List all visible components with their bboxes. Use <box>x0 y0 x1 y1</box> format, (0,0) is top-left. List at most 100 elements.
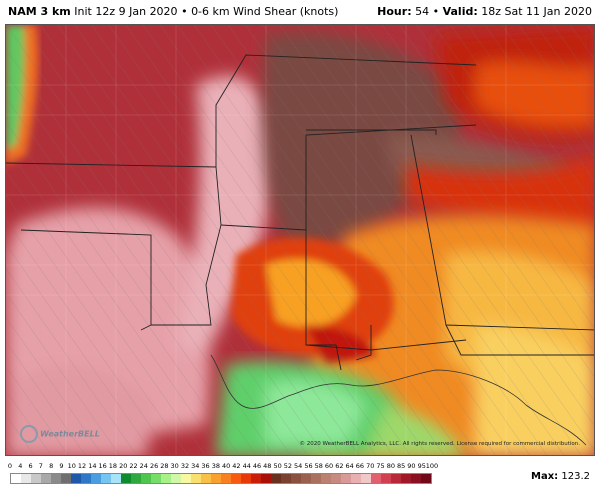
header-right: Hour: 54 • Valid: 18z Sat 11 Jan 2020 <box>377 5 592 18</box>
legend-tick-label: 52 <box>283 462 293 470</box>
legend-swatch <box>151 474 161 483</box>
legend-swatch <box>101 474 111 483</box>
barb-hatching <box>6 25 594 455</box>
legend-swatch <box>411 474 421 483</box>
legend-tick-label: 95 <box>417 462 426 470</box>
legend-swatch <box>361 474 371 483</box>
legend-swatch <box>351 474 361 483</box>
legend-tick-label: 4 <box>18 462 23 470</box>
legend-swatch <box>291 474 301 483</box>
legend-tick-label: 38 <box>211 462 220 470</box>
legend-swatch <box>51 474 61 483</box>
legend-swatch <box>301 474 311 483</box>
legend-tick-label: 24 <box>139 462 148 470</box>
legend-tick-label: 54 <box>294 462 303 470</box>
legend-tick-label: 10 <box>67 462 76 470</box>
legend-tick-label: 18 <box>108 462 118 470</box>
legend-swatch <box>71 474 81 483</box>
legend-tick-label: 8 <box>49 462 54 470</box>
legend-tick-label: 62 <box>335 462 344 470</box>
legend-swatch <box>251 474 261 483</box>
legend-tick-label: 50 <box>273 462 282 470</box>
color-scale-legend: 0 4 6 7 8 9 10 12 14 16 18 20 22 24 26 28 30 32 34 36 38 40 42… <box>7 462 438 486</box>
separator: • <box>432 5 440 18</box>
legend-tick-label: 58 <box>314 462 323 470</box>
legend-bar <box>10 473 432 484</box>
legend-tick-label: 0 <box>7 462 13 470</box>
legend-swatch <box>241 474 251 483</box>
legend-swatch <box>141 474 151 483</box>
state-borders <box>6 54 594 371</box>
legend-tick-label: 60 <box>324 462 334 470</box>
legend-swatch <box>271 474 281 483</box>
map-canvas <box>6 25 594 455</box>
coastline <box>210 354 587 446</box>
header-bar: NAM 3 km Init 12z 9 Jan 2020 • 0-6 km Wi… <box>0 0 600 24</box>
legend-tick-label: 90 <box>407 462 416 470</box>
legend-tick-label: 32 <box>180 462 190 470</box>
legend-tick-label: 34 <box>191 462 200 470</box>
legend-swatch <box>341 474 351 483</box>
model-name: NAM 3 km <box>8 5 71 18</box>
legend-swatch <box>221 474 231 483</box>
header-left: NAM 3 km Init 12z 9 Jan 2020 • 0-6 km Wi… <box>8 5 338 18</box>
legend-tick-label: 85 <box>396 462 406 470</box>
weatherbell-logo: WeatherBELL <box>20 425 100 443</box>
county-lines <box>6 25 594 455</box>
legend-swatch <box>371 474 381 483</box>
legend-tick-label: 30 <box>170 462 179 470</box>
hour-label: Hour: <box>377 5 412 18</box>
legend-tick-label: 70 <box>366 462 375 470</box>
legend-swatch <box>261 474 271 483</box>
valid-value: 18z Sat 11 Jan 2020 <box>481 5 592 18</box>
legend-swatch <box>321 474 331 483</box>
legend-swatch <box>421 474 431 483</box>
legend-tick-label: 20 <box>119 462 128 470</box>
legend-tick-label: 100 <box>425 462 439 470</box>
legend-tick-label: 22 <box>129 462 138 470</box>
legend-swatch <box>311 474 321 483</box>
legend-swatch <box>401 474 411 483</box>
legend-labels: 0 4 6 7 8 9 10 12 14 16 18 20 22 24 26 28 30 32 34 36 38 40 42… <box>7 462 438 472</box>
legend-tick-label: 64 <box>345 462 354 470</box>
legend-swatch <box>211 474 221 483</box>
max-label: Max: <box>531 471 559 482</box>
copyright-text: © 2020 WeatherBELL Analytics, LLC. All r… <box>299 441 580 447</box>
legend-swatch <box>281 474 291 483</box>
legend-tick-label: 6 <box>28 462 33 470</box>
legend-swatch <box>21 474 31 483</box>
legend-swatch <box>201 474 211 483</box>
legend-tick-label: 36 <box>201 462 210 470</box>
legend-swatch <box>191 474 201 483</box>
legend-swatch <box>181 474 191 483</box>
legend-swatch <box>171 474 181 483</box>
legend-tick-label: 40 <box>222 462 231 470</box>
wind-shear-map[interactable]: WeatherBELL © 2020 WeatherBELL Analytics… <box>5 24 595 456</box>
legend-tick-label: 12 <box>77 462 87 470</box>
valid-label: Valid: <box>442 5 478 18</box>
max-value-box: Max: 123.2 <box>531 471 590 482</box>
legend-swatch <box>161 474 171 483</box>
legend-swatch <box>111 474 121 483</box>
legend-swatch <box>231 474 241 483</box>
legend-swatch <box>131 474 141 483</box>
legend-swatch <box>121 474 131 483</box>
logo-text: WeatherBELL <box>40 429 100 439</box>
legend-tick-label: 56 <box>304 462 313 470</box>
legend-swatch <box>331 474 341 483</box>
legend-tick-label: 7 <box>38 462 43 470</box>
legend-swatch <box>41 474 51 483</box>
legend-tick-label: 46 <box>252 462 262 470</box>
logo-icon <box>20 425 38 443</box>
legend-tick-label: 75 <box>376 462 385 470</box>
legend-tick-label: 14 <box>88 462 97 470</box>
legend-tick-label: 28 <box>160 462 169 470</box>
legend-swatch <box>391 474 401 483</box>
legend-swatch <box>91 474 101 483</box>
init-time: Init 12z 9 Jan 2020 <box>74 5 178 18</box>
legend-tick-label: 9 <box>59 462 64 470</box>
product-name: 0-6 km Wind Shear (knots) <box>191 5 339 18</box>
legend-swatch <box>81 474 91 483</box>
legend-swatch <box>381 474 391 483</box>
legend-tick-label: 80 <box>386 462 395 470</box>
